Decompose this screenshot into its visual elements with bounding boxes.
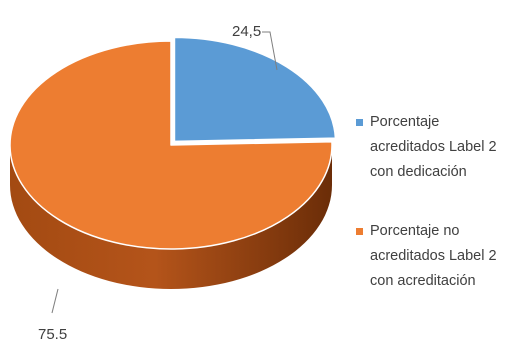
pie-slice-acreditados (173, 36, 337, 143)
pie-slices (9, 36, 337, 289)
pie-side-no-acreditados (10, 145, 332, 289)
legend-label-no-acreditados: Porcentaje no acreditados Label 2 con ac… (370, 223, 497, 289)
legend-item-no-acreditados: Porcentaje no acreditados Label 2 con ac… (356, 219, 518, 294)
data-label-acreditados: 24,5 (232, 23, 261, 40)
leader-line-acreditados (262, 31, 278, 71)
leader-line-no-acreditados (51, 288, 59, 314)
pie-slice-no-acreditados (9, 40, 333, 250)
data-label-no-acreditados: 75.5 (38, 326, 67, 342)
legend-swatch-blue (356, 119, 363, 126)
legend-label-acreditados: Porcentaje acreditados Label 2 con dedic… (370, 114, 497, 180)
legend-swatch-orange (356, 228, 363, 235)
legend-item-acreditados: Porcentaje acreditados Label 2 con dedic… (356, 110, 518, 185)
chart-legend: Porcentaje acreditados Label 2 con dedic… (356, 110, 518, 328)
data-labels: 24,5 75.5 (38, 23, 278, 342)
